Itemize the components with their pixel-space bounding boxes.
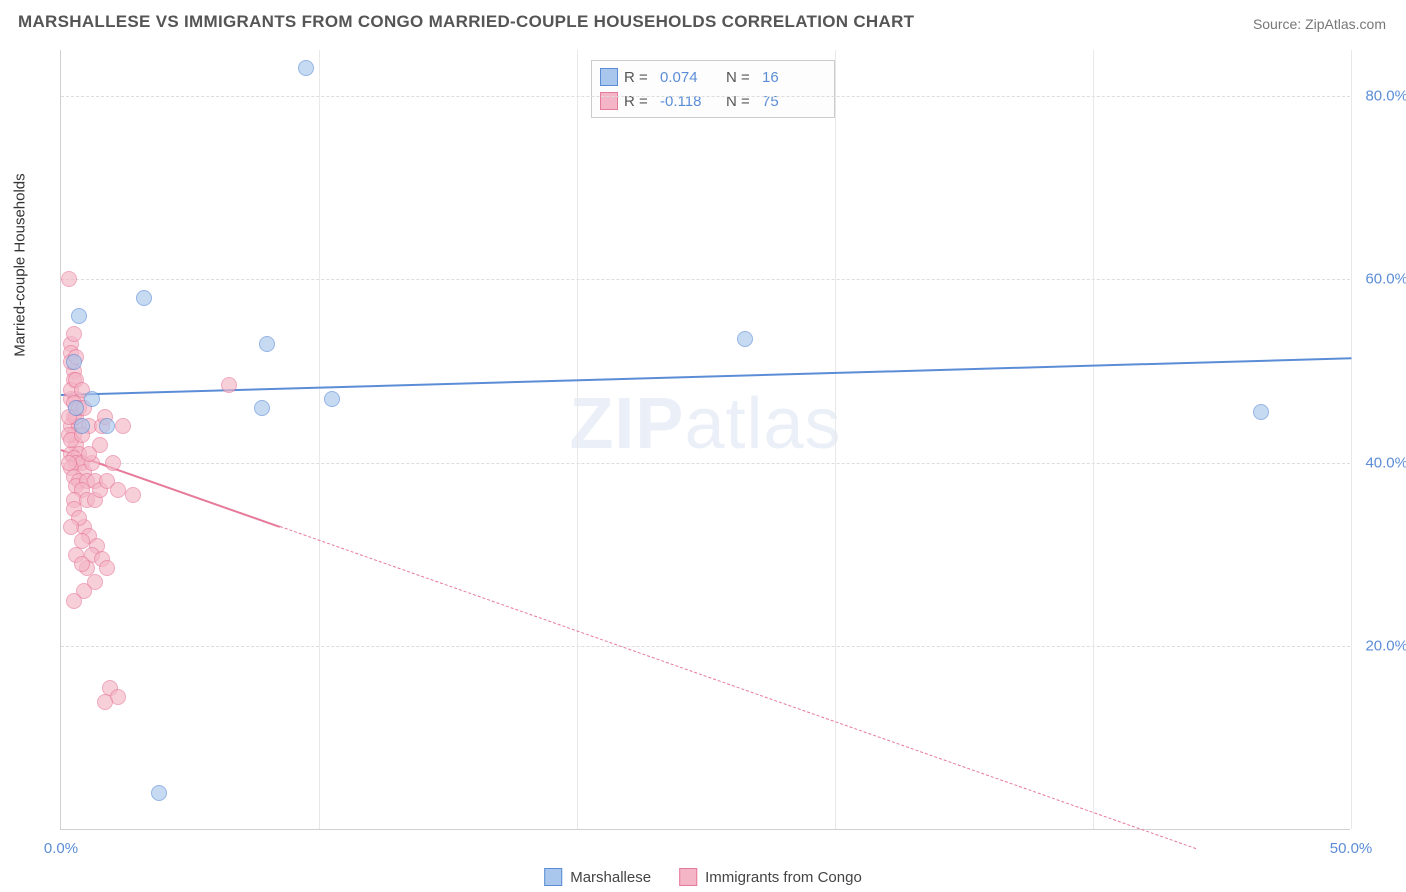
legend-item-b: Immigrants from Congo xyxy=(679,868,862,886)
swatch-series-a xyxy=(600,68,618,86)
gridline-h xyxy=(61,279,1350,280)
point-series-b xyxy=(66,326,82,342)
plot-area: ZIPatlas R = 0.074 N = 16 R = -0.118 N =… xyxy=(60,50,1350,830)
point-series-a xyxy=(254,400,270,416)
gridline-v xyxy=(1351,50,1352,829)
point-series-b xyxy=(115,418,131,434)
y-tick-label: 20.0% xyxy=(1353,638,1406,655)
point-series-b xyxy=(61,455,77,471)
legend-item-a: Marshallese xyxy=(544,868,651,886)
gridline-h xyxy=(61,463,1350,464)
point-series-a xyxy=(66,354,82,370)
chart-title: MARSHALLESE VS IMMIGRANTS FROM CONGO MAR… xyxy=(18,12,914,32)
point-series-b xyxy=(81,446,97,462)
r-value-a: 0.074 xyxy=(660,69,720,86)
point-series-a xyxy=(84,391,100,407)
point-series-a xyxy=(324,391,340,407)
point-series-a xyxy=(151,785,167,801)
gridline-h xyxy=(61,646,1350,647)
trend-line xyxy=(61,357,1351,396)
point-series-b xyxy=(97,694,113,710)
point-series-a xyxy=(298,60,314,76)
trend-line-dashed xyxy=(280,526,1196,849)
point-series-b xyxy=(63,519,79,535)
gridline-v xyxy=(577,50,578,829)
point-series-b xyxy=(66,593,82,609)
point-series-a xyxy=(71,308,87,324)
stats-box: R = 0.074 N = 16 R = -0.118 N = 75 xyxy=(591,60,835,118)
point-series-a xyxy=(68,400,84,416)
point-series-a xyxy=(136,290,152,306)
x-tick-label: 50.0% xyxy=(1330,840,1373,857)
watermark-rest: atlas xyxy=(684,384,841,464)
point-series-a xyxy=(737,331,753,347)
legend-swatch-b xyxy=(679,868,697,886)
legend-swatch-a xyxy=(544,868,562,886)
point-series-a xyxy=(99,418,115,434)
gridline-v xyxy=(319,50,320,829)
point-series-b xyxy=(74,556,90,572)
n-label-a: N = xyxy=(726,69,756,86)
point-series-b xyxy=(61,271,77,287)
y-tick-label: 40.0% xyxy=(1353,454,1406,471)
point-series-a xyxy=(74,418,90,434)
point-series-b xyxy=(99,560,115,576)
r-label-a: R = xyxy=(624,69,654,86)
legend: Marshallese Immigrants from Congo xyxy=(544,868,862,886)
source-attribution: Source: ZipAtlas.com xyxy=(1253,16,1386,32)
legend-label-b: Immigrants from Congo xyxy=(705,869,862,886)
x-tick-label: 0.0% xyxy=(44,840,78,857)
point-series-a xyxy=(1253,404,1269,420)
stats-row-a: R = 0.074 N = 16 xyxy=(600,65,822,89)
point-series-b xyxy=(105,455,121,471)
point-series-a xyxy=(259,336,275,352)
point-series-b xyxy=(125,487,141,503)
watermark: ZIPatlas xyxy=(569,383,841,465)
n-value-a: 16 xyxy=(762,69,822,86)
point-series-b xyxy=(221,377,237,393)
gridline-v xyxy=(1093,50,1094,829)
legend-label-a: Marshallese xyxy=(570,869,651,886)
point-series-b xyxy=(110,482,126,498)
stats-row-b: R = -0.118 N = 75 xyxy=(600,89,822,113)
y-axis-label: Married-couple Households xyxy=(12,173,29,356)
gridline-h xyxy=(61,96,1350,97)
y-tick-label: 80.0% xyxy=(1353,87,1406,104)
watermark-bold: ZIP xyxy=(569,384,684,464)
y-tick-label: 60.0% xyxy=(1353,271,1406,288)
gridline-v xyxy=(835,50,836,829)
swatch-series-b xyxy=(600,92,618,110)
